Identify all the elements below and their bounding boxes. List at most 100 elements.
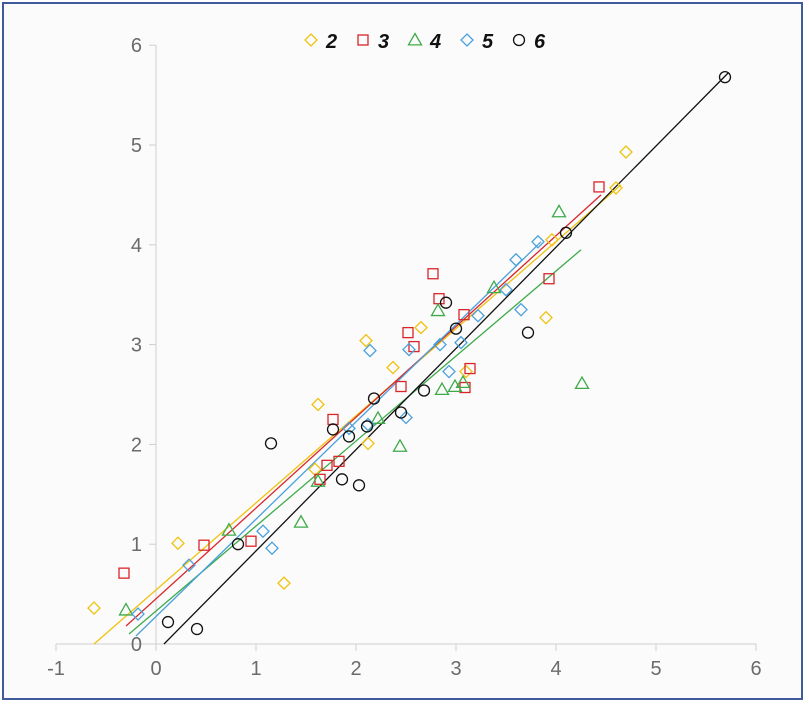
point-series-3	[245, 535, 257, 547]
point-series-4	[293, 514, 309, 528]
y-tick-label: 4	[131, 235, 142, 257]
point-series-5	[509, 252, 523, 267]
point-series-2	[87, 601, 101, 615]
x-tick-label: 2	[350, 658, 361, 680]
point-series-3	[395, 380, 407, 393]
point-series-5	[531, 234, 545, 249]
legend-label-series-3: 3	[378, 31, 389, 53]
x-tick-label: 4	[550, 658, 561, 680]
point-series-6	[335, 473, 349, 486]
point-series-5	[131, 607, 145, 621]
point-series-4	[486, 279, 502, 294]
trend-line-series-5	[135, 241, 542, 637]
legend-label-series-6: 6	[534, 31, 546, 53]
legend-marker-series-2	[304, 33, 318, 47]
point-series-2	[386, 360, 400, 375]
point-series-6	[264, 437, 278, 450]
point-series-5	[265, 541, 279, 556]
point-series-4	[370, 410, 386, 424]
y-tick-label: 0	[131, 634, 142, 656]
point-series-4	[455, 374, 471, 389]
point-series-6	[449, 322, 463, 335]
trend-line-series-3	[125, 194, 602, 627]
point-series-2	[414, 320, 428, 335]
point-series-4	[447, 378, 463, 393]
point-series-4	[221, 522, 237, 536]
point-series-4	[551, 204, 567, 218]
point-series-3	[433, 293, 445, 305]
point-series-4	[392, 438, 408, 452]
point-series-6	[559, 226, 573, 239]
point-series-4	[118, 602, 134, 616]
tick-labels: -1 0 1 2 3 4 5 6 0 1 2 3 4 5 6	[47, 35, 761, 680]
point-series-6	[417, 384, 431, 397]
point-series-5	[433, 337, 447, 352]
point-series-5	[399, 410, 413, 425]
point-series-5	[256, 524, 270, 539]
trend-line-series-2	[93, 184, 622, 645]
point-series-2	[171, 536, 185, 551]
point-series-5	[499, 282, 513, 297]
x-tick-label: 5	[650, 658, 661, 680]
legend-label-series-2: 2	[325, 31, 337, 53]
point-series-6	[326, 423, 340, 436]
legend-marker-series-6	[512, 33, 526, 47]
point-series-5	[402, 342, 416, 357]
point-series-2	[539, 310, 553, 325]
point-series-4	[434, 381, 450, 396]
point-series-4	[574, 375, 590, 390]
point-series-2	[277, 576, 291, 591]
x-tick-label: -1	[47, 658, 65, 680]
point-series-2	[545, 232, 559, 247]
point-series-5	[442, 364, 456, 379]
x-tick-label: 0	[150, 658, 161, 680]
data-points	[87, 70, 732, 636]
point-series-6	[190, 622, 204, 636]
point-series-3	[327, 413, 339, 426]
y-tick-label: 3	[131, 335, 142, 357]
point-series-6	[521, 326, 535, 339]
y-tick-label: 2	[131, 434, 142, 456]
legend-label-series-4: 4	[429, 31, 441, 53]
point-series-6	[360, 420, 374, 433]
legend-marker-series-5	[460, 33, 474, 47]
point-series-3	[333, 455, 345, 468]
point-series-3	[464, 362, 476, 375]
point-series-2	[459, 364, 473, 379]
y-tick-label: 1	[131, 534, 142, 556]
point-series-3	[543, 273, 555, 285]
point-series-3	[402, 326, 414, 339]
y-tick-label: 5	[131, 135, 142, 157]
point-series-4	[430, 302, 446, 317]
point-series-6	[718, 70, 732, 84]
point-series-6	[342, 430, 356, 443]
point-series-6	[439, 296, 453, 309]
point-series-2	[619, 145, 633, 159]
point-series-6	[394, 406, 408, 419]
point-series-5	[363, 343, 377, 358]
point-series-6	[161, 615, 175, 629]
scatter-chart: -1 0 1 2 3 4 5 6 0 1 2 3 4 5 6 2 3 4 5 6	[47, 31, 761, 680]
point-series-3	[321, 459, 333, 472]
legend-marker-series-4	[407, 32, 423, 46]
point-series-5	[454, 335, 468, 350]
point-series-3	[408, 340, 420, 353]
point-series-3	[198, 539, 210, 551]
point-series-6	[367, 392, 381, 405]
trend-line-series-6	[163, 72, 729, 645]
trend-lines	[93, 72, 729, 645]
point-series-3	[458, 309, 470, 321]
point-series-3	[427, 268, 439, 280]
x-tick-label: 3	[450, 658, 461, 680]
y-tick-label: 6	[131, 35, 142, 57]
point-series-6	[231, 538, 245, 551]
legend: 2 3 4 5 6	[304, 31, 546, 53]
legend-label-series-5: 5	[482, 31, 494, 53]
x-tick-label: 6	[750, 658, 761, 680]
legend-marker-series-3	[357, 34, 369, 46]
point-series-3	[118, 567, 130, 579]
point-series-5	[514, 302, 528, 317]
point-series-2	[609, 180, 623, 195]
point-series-5	[342, 421, 356, 436]
